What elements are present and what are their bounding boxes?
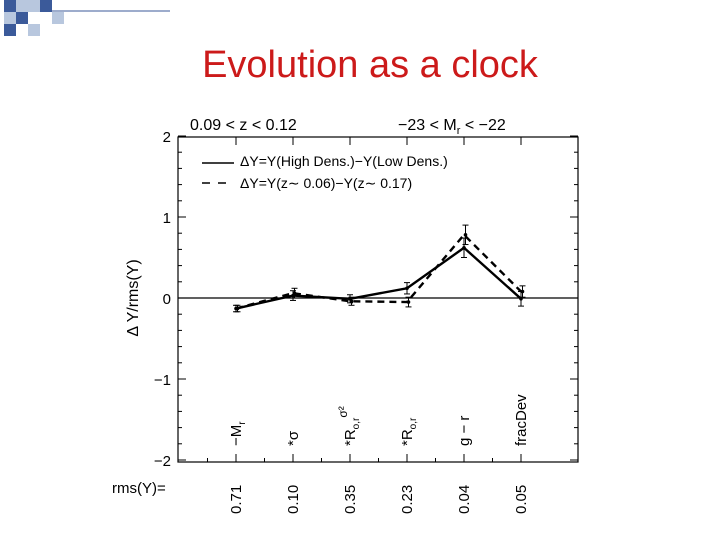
data-point	[519, 297, 523, 301]
x-category-label: g − r	[456, 416, 473, 446]
x-category-label: fracDev	[513, 394, 530, 446]
y-tick-label: −2	[154, 453, 171, 470]
y-tick-label: 0	[163, 291, 171, 308]
series-line-dashed	[235, 233, 522, 310]
panel-label-redshift: 0.09 < z < 0.12	[190, 117, 297, 134]
rms-value: 0.05	[513, 485, 530, 514]
rms-value: 0.35	[342, 485, 359, 514]
x-category-label: −Mr	[228, 421, 248, 446]
rms-label: rms(Y)=	[112, 480, 166, 497]
x-category-label: *Ro,rσ²	[336, 406, 362, 446]
data-point	[462, 245, 466, 250]
x-category-label: *Ro,r	[399, 417, 419, 446]
legend-label: ΔY=Y(z∼ 0.06)−Y(z∼ 0.17)	[240, 175, 412, 191]
x-category-label: *σ	[285, 430, 302, 446]
data-point	[520, 289, 525, 294]
series-line-solid	[235, 246, 522, 310]
y-tick-label: 1	[163, 210, 171, 227]
slide-title: Evolution as a clock	[202, 44, 538, 86]
data-point	[235, 306, 240, 311]
data-point	[463, 233, 468, 237]
data-point	[349, 299, 354, 304]
rms-value: 0.04	[456, 485, 473, 514]
rms-value: 0.71	[228, 485, 245, 514]
data-point	[292, 291, 297, 295]
rms-value: 0.10	[285, 485, 302, 514]
rms-value: 0.23	[399, 485, 416, 514]
title-decoration	[4, 0, 170, 36]
y-tick-label: 2	[163, 129, 171, 146]
data-point	[406, 300, 411, 304]
y-axis-label: Δ Y/rms(Y)	[125, 259, 142, 336]
panel-label-magnitude: −23 < Mr < −22	[398, 117, 506, 137]
legend-label: ΔY=Y(High Dens.)−Y(Low Dens.)	[240, 153, 448, 169]
data-point	[405, 286, 409, 291]
y-tick-label: −1	[154, 372, 171, 389]
